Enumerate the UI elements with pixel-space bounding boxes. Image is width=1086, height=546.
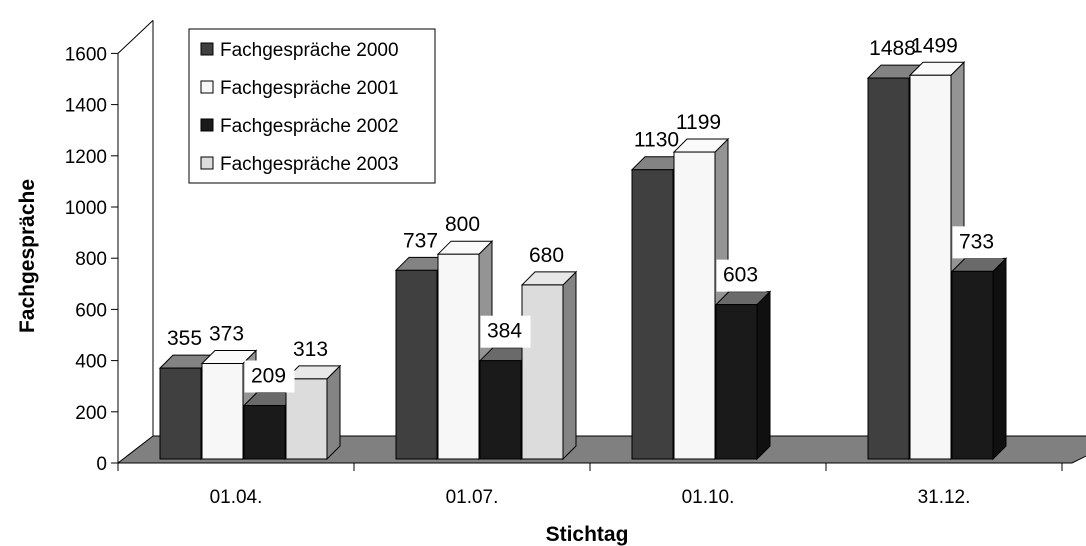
data-label: 373	[209, 323, 244, 346]
legend-item: Fachgespräche 2003	[200, 154, 399, 175]
bar-side	[756, 290, 771, 461]
legend-label: Fachgespräche 2002	[220, 116, 399, 137]
legend-box	[188, 28, 436, 184]
data-label: 1199	[676, 111, 721, 134]
legend-item: Fachgespräche 2002	[200, 116, 399, 137]
bar-front	[715, 304, 758, 460]
y-tick-label: 800	[75, 249, 107, 270]
data-label-bg	[952, 226, 1003, 259]
y-tick-label: 1200	[65, 147, 107, 168]
legend-label: Fachgespräche 2000	[220, 40, 399, 61]
bar-front	[521, 284, 564, 460]
bar-side	[562, 270, 577, 461]
chart-legend: Fachgespräche 2000 Fachgespräche 2001 Fach…	[188, 28, 436, 184]
bar-front	[909, 74, 952, 460]
chart-axes: 0 200 400 600 800 1000 1200 1400 1600 01.04. 01.07…	[65, 20, 1063, 508]
bar-front	[479, 360, 522, 460]
bar-side	[326, 364, 341, 461]
data-label: 1488	[869, 37, 916, 60]
data-label: 737	[403, 229, 438, 252]
bar-front	[951, 270, 994, 460]
legend-swatch	[200, 118, 214, 132]
bar-front	[395, 269, 438, 460]
y-axis-title: Fachgespräche	[16, 179, 39, 333]
y-tick-label: 1400	[65, 96, 107, 117]
legend-item: Fachgespräche 2001	[200, 78, 399, 99]
data-label-bg	[716, 259, 767, 292]
bar-front	[631, 169, 674, 460]
bar-front	[201, 363, 244, 460]
data-label: 603	[723, 264, 758, 287]
bar-front	[437, 253, 480, 460]
legend-swatch	[200, 156, 214, 170]
data-label: 800	[445, 213, 480, 236]
bar-front	[673, 151, 716, 460]
x-axis-title: Stichtag	[546, 523, 629, 546]
data-label: 680	[529, 244, 564, 267]
data-label: 313	[293, 338, 328, 361]
legend-label: Fachgespräche 2001	[220, 78, 399, 99]
data-label: 209	[251, 364, 286, 387]
data-label: 733	[959, 230, 994, 253]
chart-bars	[158, 61, 1008, 461]
x-tick-label: 01.07.	[446, 487, 499, 508]
legend-item: Fachgespräche 2000	[200, 40, 399, 61]
y-tick-label: 1600	[65, 44, 107, 65]
bar-front	[867, 77, 910, 460]
back-wall-top-line	[117, 20, 154, 54]
legend-swatch	[200, 80, 214, 94]
bar-3-3	[714, 290, 772, 461]
data-label: 384	[487, 320, 522, 343]
data-label-bg	[244, 360, 295, 393]
y-tick-label: 400	[75, 352, 107, 373]
bar-4-2	[520, 270, 578, 461]
bar-3-4	[950, 257, 1008, 461]
bar-front	[159, 367, 202, 460]
legend-swatch	[200, 42, 214, 56]
x-tick-label: 01.10.	[682, 487, 735, 508]
bar-side	[992, 257, 1007, 461]
data-label: 1499	[911, 34, 958, 57]
y-tick-label: 200	[75, 403, 107, 424]
y-tick-label: 600	[75, 300, 107, 321]
data-label: 1130	[634, 129, 679, 152]
bar-4-1	[284, 364, 342, 461]
bar-front	[243, 404, 286, 460]
x-tick-label: 31.12.	[918, 487, 971, 508]
data-label-bg	[480, 315, 531, 348]
x-tick-label: 01.04.	[210, 487, 263, 508]
legend-label: Fachgespräche 2003	[220, 154, 399, 175]
y-tick-label: 0	[96, 454, 107, 475]
y-tick-label: 1000	[65, 198, 107, 219]
data-label: 355	[167, 327, 202, 350]
